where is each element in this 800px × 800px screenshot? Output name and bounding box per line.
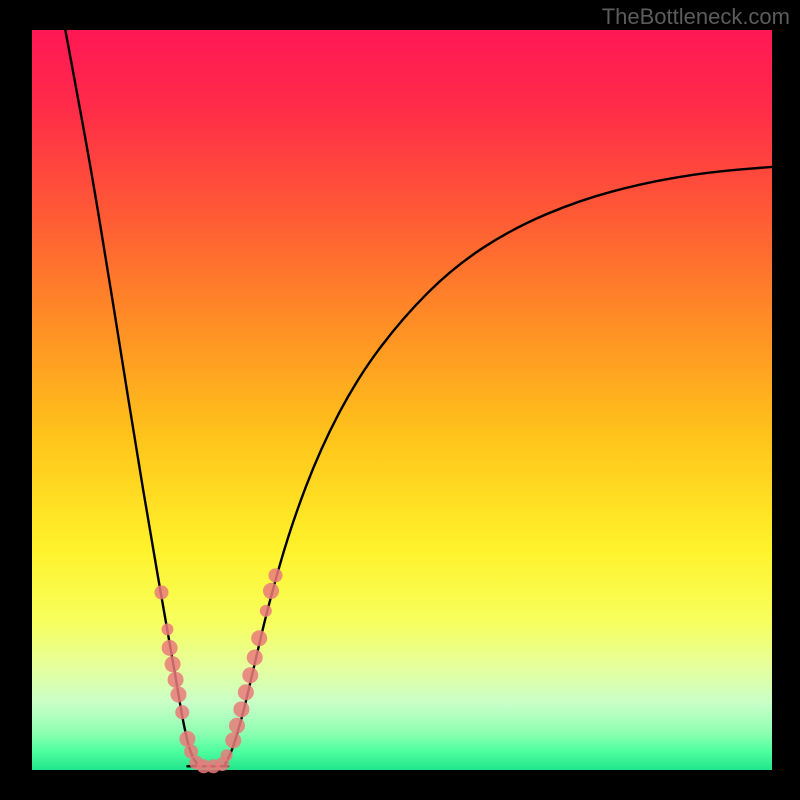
data-marker bbox=[165, 656, 181, 672]
data-marker bbox=[225, 732, 241, 748]
bottleneck-curve bbox=[65, 30, 772, 766]
chart-canvas: TheBottleneck.com bbox=[0, 0, 800, 800]
data-marker bbox=[263, 583, 279, 599]
data-marker bbox=[251, 630, 267, 646]
data-marker bbox=[260, 605, 272, 617]
data-marker bbox=[179, 731, 195, 747]
data-marker bbox=[168, 672, 184, 688]
data-marker bbox=[155, 585, 169, 599]
data-marker bbox=[175, 705, 189, 719]
data-marker bbox=[162, 640, 178, 656]
marker-group bbox=[155, 568, 283, 773]
data-marker bbox=[247, 650, 263, 666]
watermark-text: TheBottleneck.com bbox=[602, 4, 790, 30]
data-marker bbox=[233, 701, 249, 717]
data-marker bbox=[238, 684, 254, 700]
data-marker bbox=[229, 718, 245, 734]
data-marker bbox=[171, 687, 187, 703]
data-marker bbox=[242, 667, 258, 683]
data-marker bbox=[161, 623, 173, 635]
data-marker bbox=[268, 568, 282, 582]
data-marker bbox=[221, 749, 233, 761]
chart-svg bbox=[0, 0, 800, 800]
